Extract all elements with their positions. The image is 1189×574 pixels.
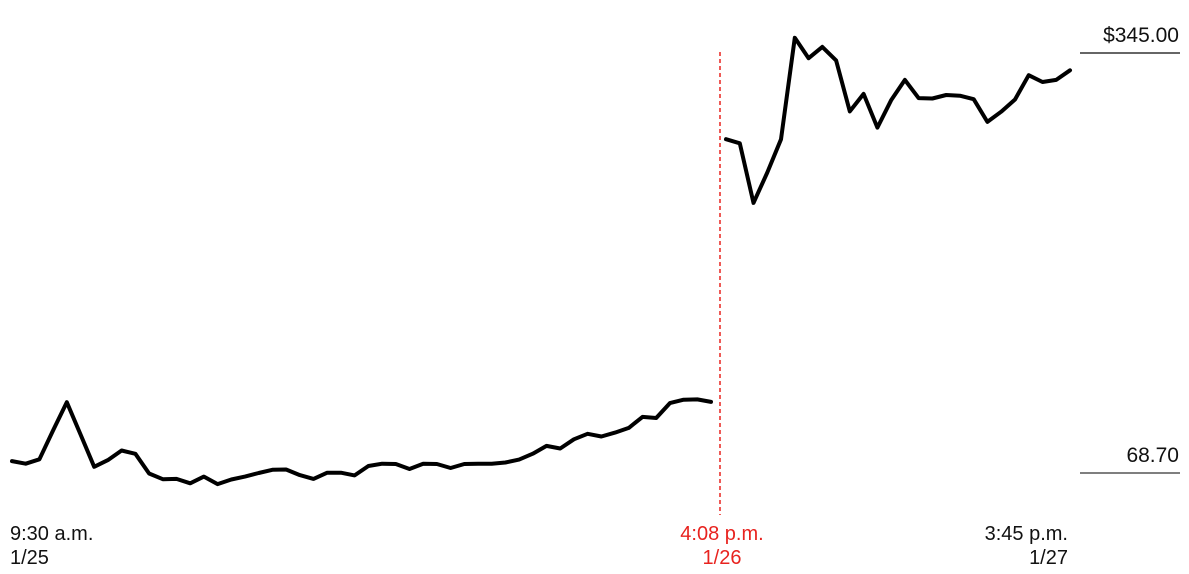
x-axis-label-end-date: 1/27 — [1029, 547, 1068, 569]
price-line-segment-2 — [724, 35, 1072, 205]
y-axis-label-low: 68.70 — [1126, 444, 1179, 467]
y-axis-label-high: $345.00 — [1103, 24, 1179, 47]
x-axis-label-start: 9:30 a.m. 1/25 — [10, 522, 93, 570]
x-axis-label-end: 3:45 p.m. 1/27 — [968, 522, 1068, 570]
x-axis-label-marker: 4:08 p.m. 1/26 — [672, 522, 772, 570]
x-axis-label-end-time: 3:45 p.m. — [984, 523, 1068, 545]
x-axis-label-start-time: 9:30 a.m. — [10, 523, 94, 545]
x-axis-label-start-date: 1/25 — [10, 547, 49, 569]
x-axis-label-marker-date: 1/26 — [702, 547, 742, 569]
price-line-segment-1 — [10, 397, 713, 487]
x-axis-label-marker-time: 4:08 p.m. — [680, 523, 764, 545]
